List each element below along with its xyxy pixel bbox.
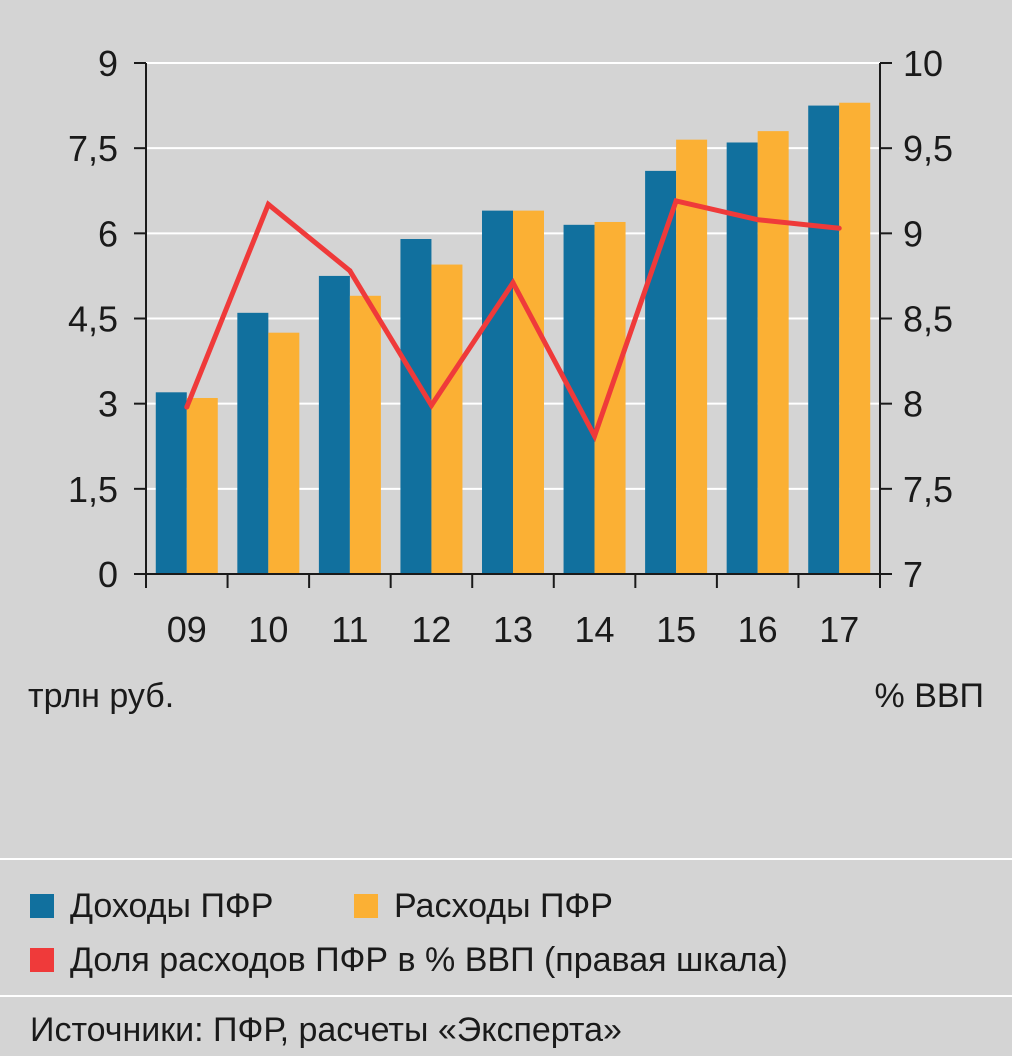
chart: 0 7 1,5 7,5 3 8 4,5 8,5 6 9 7,5 9,5 9 10 09 10 11 12 13 14 1… <box>68 43 953 650</box>
source-note: Источники: ПФР, расчеты «Эксперта» <box>30 1011 622 1049</box>
bars <box>155 102 871 575</box>
bar-expense <box>186 397 218 574</box>
left-tick-label: 6 <box>98 213 118 254</box>
bar-income <box>400 239 432 574</box>
x-tick-label: 16 <box>738 609 778 650</box>
share-point <box>184 404 190 410</box>
legend-label-share: Доля расходов ПФР в % ВВП (правая шкала) <box>70 941 788 979</box>
right-tick-label: 8 <box>903 384 923 425</box>
x-tick-label: 09 <box>167 609 207 650</box>
bar-income <box>318 275 350 574</box>
legend-swatch-share <box>30 948 54 972</box>
right-tick-label: 9,5 <box>903 128 953 169</box>
right-axis-unit: % ВВП <box>874 677 984 715</box>
source-divider <box>0 995 1012 997</box>
left-tick-label: 4,5 <box>68 299 118 340</box>
bar-expense <box>757 131 789 574</box>
legend-top-divider <box>0 858 1012 860</box>
legend-item-expense: Расходы ПФР <box>354 886 613 926</box>
bar-expense <box>349 295 381 574</box>
right-tick-label: 7,5 <box>903 469 953 510</box>
share-point <box>836 225 842 231</box>
legend-label-income: Доходы ПФР <box>70 887 274 925</box>
x-tick-label: 11 <box>331 609 368 650</box>
bar-expense <box>839 102 871 574</box>
legend-swatch-expense <box>354 894 378 918</box>
share-point <box>347 268 353 274</box>
legend-label-expense: Расходы ПФР <box>394 887 613 925</box>
x-tick-label: 13 <box>493 609 533 650</box>
left-axis-unit: трлн руб. <box>28 677 175 715</box>
x-tick-label: 10 <box>248 609 288 650</box>
axes <box>134 62 892 588</box>
bar-income <box>563 224 595 575</box>
share-point <box>673 198 679 204</box>
legend-item-share: Доля расходов ПФР в % ВВП (правая шкала) <box>30 940 788 980</box>
share-point <box>428 402 434 408</box>
bar-expense <box>676 139 708 574</box>
bar-expense <box>513 210 544 574</box>
share-point <box>510 280 516 286</box>
legend-item-income: Доходы ПФР <box>30 886 273 926</box>
share-point <box>265 201 271 207</box>
right-tick-label: 10 <box>903 43 943 84</box>
x-tick-label: 14 <box>575 609 615 650</box>
left-tick-label: 3 <box>98 384 118 425</box>
bar-income <box>237 312 269 574</box>
bar-income <box>808 105 840 574</box>
x-tick-label: 15 <box>656 609 696 650</box>
right-tick-label: 7 <box>903 554 923 595</box>
x-tick-label: 12 <box>411 609 451 650</box>
x-tick-label: 17 <box>819 609 859 650</box>
tick-labels: 0 7 1,5 7,5 3 8 4,5 8,5 6 9 7,5 9,5 9 10 09 10 11 12 13 14 1… <box>68 43 953 650</box>
bar-income <box>726 142 758 574</box>
left-tick-label: 9 <box>98 43 118 84</box>
legend-swatch-income <box>30 894 54 918</box>
bar-income <box>645 170 677 574</box>
bar-expense <box>431 264 463 574</box>
share-point <box>755 217 761 223</box>
bar-expense <box>268 332 300 574</box>
bar-income <box>482 210 513 574</box>
left-tick-label: 1,5 <box>68 469 118 510</box>
right-tick-label: 8,5 <box>903 299 953 340</box>
left-tick-label: 0 <box>98 554 118 595</box>
bar-income <box>155 392 187 574</box>
share-line <box>184 198 842 443</box>
share-point <box>592 433 598 439</box>
left-tick-label: 7,5 <box>68 128 118 169</box>
right-tick-label: 9 <box>903 213 923 254</box>
